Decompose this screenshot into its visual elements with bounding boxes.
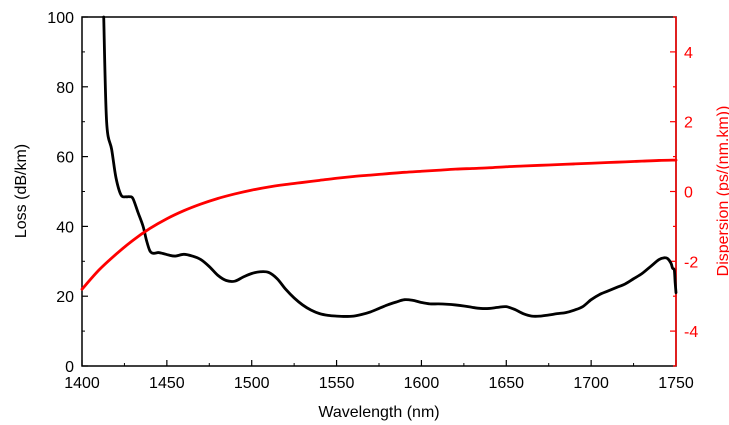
loss-series-line [102,15,678,318]
right-y-axis-title: Dispersion (ps/(nm.km)) [715,106,729,277]
x-tick-label: 1750 [658,375,694,392]
x-tick-label: 1400 [64,375,100,392]
x-tick-label: 1500 [234,375,270,392]
y-tick-label: 80 [56,80,74,97]
x-tick-label: 1650 [488,375,524,392]
left-y-axis-title: Loss (dB/km) [13,144,30,238]
dispersion-series-line [80,158,678,291]
tick-labels: 1400 1450 1500 1550 1600 1650 1700 175002040608… [47,10,698,392]
x-tick-label: 1450 [149,375,185,392]
series-layer [80,15,678,318]
y2-tick-label: -4 [684,324,698,341]
plot-area [81,16,677,367]
y-tick-label: 0 [65,359,74,376]
tick-marks [81,16,677,367]
x-tick-label: 1600 [404,375,440,392]
x-tick-label: 1700 [573,375,609,392]
y2-tick-label: 0 [684,185,693,202]
y-tick-label: 20 [56,289,74,306]
y2-tick-label: -2 [684,254,698,271]
y-tick-label: 40 [56,219,74,236]
y2-tick-label: 4 [684,45,693,62]
x-axis-title: Wavelength (nm) [318,404,439,421]
x-tick-label: 1550 [319,375,355,392]
y-tick-label: 100 [47,10,74,27]
y2-tick-label: 2 [684,115,693,132]
y-tick-label: 60 [56,150,74,167]
